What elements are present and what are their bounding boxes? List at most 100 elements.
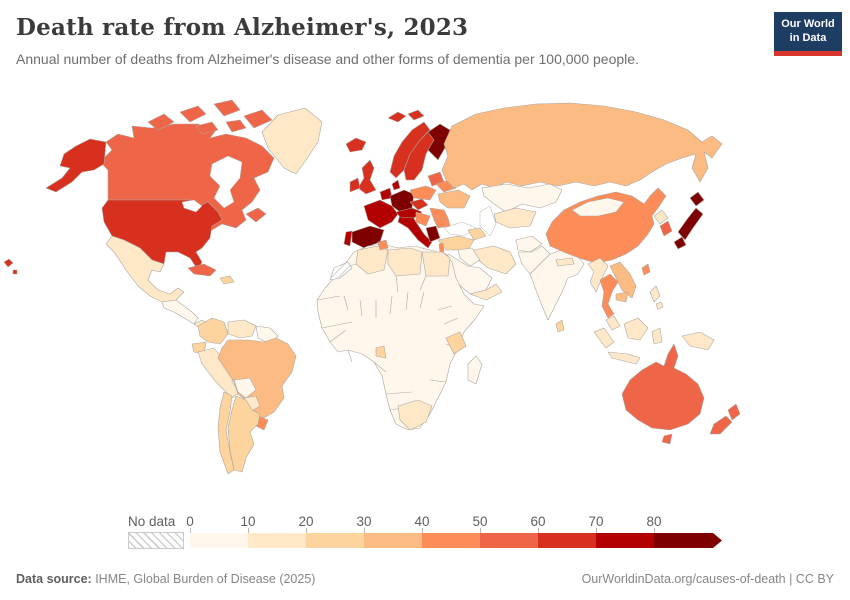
country-egypt[interactable] [421, 251, 451, 277]
country-canada-arctic[interactable] [195, 121, 219, 135]
country-south-africa[interactable] [397, 399, 433, 431]
country-finland[interactable] [427, 123, 451, 161]
country-france[interactable] [363, 199, 399, 229]
legend-bin-80+[interactable] [654, 533, 722, 548]
owid-logo-line2: in Data [789, 31, 827, 44]
country-japan[interactable] [677, 207, 704, 241]
country-canada-arctic[interactable] [213, 99, 241, 117]
country-libya[interactable] [387, 247, 423, 277]
legend-bin-10-20[interactable] [248, 533, 306, 548]
country-canada-arctic[interactable] [243, 109, 273, 129]
legend-tick-label: 0 [186, 514, 194, 529]
country-indonesia-sumatra[interactable] [593, 327, 615, 349]
country-mongolia[interactable] [571, 197, 625, 217]
country-nepal[interactable] [555, 257, 575, 267]
country-central-america[interactable] [161, 299, 199, 325]
country-colombia[interactable] [197, 317, 229, 345]
country-taiwan[interactable] [641, 263, 651, 276]
country-argentina[interactable] [227, 395, 261, 473]
owid-logo-line1: Our World [781, 18, 835, 30]
legend-tick-mark [596, 528, 597, 533]
legend-bin-70-80[interactable] [596, 533, 654, 548]
country-kazakhstan[interactable] [481, 183, 563, 213]
attribution-link[interactable]: OurWorldinData.org/causes-of-death | CC … [581, 572, 834, 586]
country-brazil[interactable] [217, 337, 297, 421]
country-cambodia[interactable] [615, 291, 629, 303]
country-svalbard[interactable] [407, 109, 425, 121]
country-western-sahara-no-data[interactable] [329, 261, 353, 281]
country-new-guinea[interactable] [681, 331, 715, 351]
country-usa-hawaii[interactable] [3, 258, 18, 275]
legend-no-data-swatch[interactable] [128, 532, 184, 549]
country-gabon[interactable] [375, 345, 387, 359]
country-turkey[interactable] [437, 235, 475, 251]
country-indonesia-sulawesi[interactable] [651, 327, 663, 345]
country-sri-lanka[interactable] [555, 319, 565, 333]
country-balkans[interactable] [415, 211, 431, 227]
legend-color-bar[interactable] [190, 533, 722, 548]
country-russia[interactable] [441, 102, 723, 191]
country-japan[interactable] [689, 191, 705, 207]
owid-logo[interactable]: Our World in Data [774, 12, 842, 56]
country-australia-tasmania[interactable] [661, 433, 673, 445]
country-cuba[interactable] [187, 263, 217, 277]
country-canada-newfoundland[interactable] [245, 207, 267, 223]
country-greenland[interactable] [261, 107, 323, 175]
country-india[interactable] [529, 249, 585, 321]
country-malaysia[interactable] [605, 315, 621, 331]
legend-bin-50-60[interactable] [480, 533, 538, 548]
country-czechia[interactable] [409, 198, 429, 211]
country-new-zealand[interactable] [709, 415, 733, 435]
country-south-korea[interactable] [659, 220, 673, 237]
country-yemen-oman[interactable] [469, 283, 503, 301]
country-venezuela[interactable] [227, 319, 257, 339]
country-israel[interactable] [438, 242, 445, 253]
legend-bin-40-50[interactable] [422, 533, 480, 548]
country-indonesia-java[interactable] [607, 351, 641, 365]
country-svalbard[interactable] [387, 111, 407, 123]
country-norway[interactable] [389, 121, 431, 179]
country-australia[interactable] [621, 343, 705, 431]
country-new-zealand[interactable] [727, 403, 741, 421]
country-madagascar[interactable] [467, 355, 483, 385]
country-north-korea[interactable] [653, 209, 669, 225]
country-uk[interactable] [357, 159, 377, 195]
country-denmark[interactable] [391, 179, 401, 191]
country-bolivia[interactable] [233, 377, 257, 399]
country-mexico[interactable] [105, 235, 185, 303]
country-vietnam-laos[interactable] [609, 261, 637, 299]
country-ukraine[interactable] [437, 189, 471, 209]
country-hispaniola[interactable] [219, 275, 235, 285]
country-canada-arctic[interactable] [147, 113, 175, 131]
legend-bin-0-10[interactable] [190, 533, 248, 548]
country-greece[interactable] [425, 225, 441, 243]
country-usa-alaska[interactable] [45, 138, 107, 193]
country-caucasus[interactable] [467, 227, 487, 241]
country-canada-arctic[interactable] [179, 105, 207, 123]
country-indonesia-borneo[interactable] [623, 317, 649, 341]
legend-bin-20-30[interactable] [306, 533, 364, 548]
country-chile[interactable] [217, 391, 235, 475]
country-china[interactable] [545, 187, 667, 264]
legend-tick-label: 30 [356, 514, 372, 529]
country-poland[interactable] [409, 185, 437, 201]
country-tanzania[interactable] [445, 331, 467, 355]
country-iceland[interactable] [345, 137, 367, 153]
country-myanmar[interactable] [587, 257, 609, 293]
country-portugal[interactable] [343, 230, 353, 247]
country-iraq[interactable] [457, 247, 481, 267]
legend-bin-30-40[interactable] [364, 533, 422, 548]
legend-no-data[interactable]: No data [128, 514, 184, 549]
country-central-asia[interactable] [493, 207, 537, 229]
legend-bin-60-70[interactable] [538, 533, 596, 548]
country-tunisia[interactable] [377, 239, 389, 251]
country-philippines[interactable] [655, 301, 664, 310]
country-afghanistan[interactable] [515, 235, 543, 253]
country-japan[interactable] [673, 236, 687, 250]
country-canada-arctic[interactable] [225, 119, 247, 133]
country-philippines[interactable] [649, 285, 661, 303]
country-algeria[interactable] [355, 245, 389, 275]
country-thailand[interactable] [599, 273, 619, 319]
country-ireland[interactable] [349, 177, 361, 193]
